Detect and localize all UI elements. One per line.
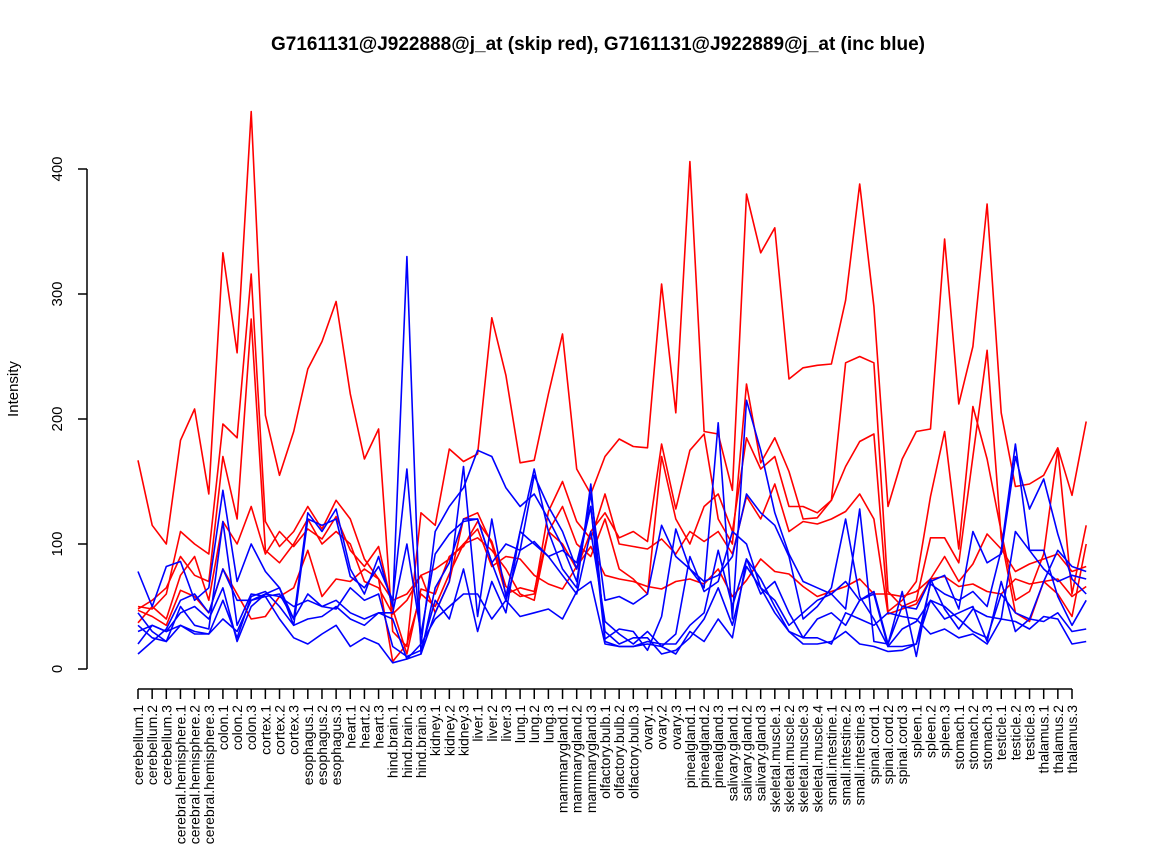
x-tick-label: kidney.1 bbox=[427, 705, 443, 756]
x-tick-label: liver.3 bbox=[498, 705, 514, 742]
x-tick-label: esophagus.1 bbox=[300, 705, 316, 785]
x-tick-label: skeletal.muscle.2 bbox=[781, 705, 797, 813]
x-tick-label: lung.3 bbox=[540, 705, 556, 743]
x-tick-label: thalamus.1 bbox=[1036, 705, 1052, 774]
x-tick-label: testicle.2 bbox=[1007, 705, 1023, 760]
x-tick-label: esophagus.2 bbox=[314, 705, 330, 785]
series-layer bbox=[137, 110, 1087, 664]
x-tick-label: colon.1 bbox=[215, 705, 231, 750]
x-tick-label: skeletal.muscle.4 bbox=[809, 705, 825, 813]
x-tick-label: ovary.1 bbox=[639, 705, 655, 750]
x-tick-label: hind.brain.3 bbox=[413, 705, 429, 778]
x-tick-label: spinal.cord.3 bbox=[894, 705, 910, 785]
x-tick-label: pinealgland.3 bbox=[710, 705, 726, 789]
inc-series-line-9 bbox=[137, 505, 1087, 658]
inc-series-line-8 bbox=[137, 474, 1087, 664]
skip-series-line-4 bbox=[137, 273, 1087, 663]
inc-series-line-10 bbox=[137, 518, 1087, 648]
x-tick-label: hind.brain.1 bbox=[385, 705, 401, 778]
x-tick-label: mammarygland.1 bbox=[555, 705, 571, 813]
x-tick-label: small.intestine.3 bbox=[852, 705, 868, 806]
skip-series-line-5 bbox=[137, 318, 1087, 623]
x-tick-label: thalamus.2 bbox=[1050, 705, 1066, 774]
x-tick-label: lung.1 bbox=[512, 705, 528, 743]
x-tick-label: cerebellum.1 bbox=[130, 705, 146, 785]
x-tick-label: hind.brain.2 bbox=[399, 705, 415, 778]
x-tick-label: olfactory.bulb.1 bbox=[597, 705, 613, 799]
x-tick-label: salivary.gland.2 bbox=[739, 705, 755, 801]
x-tick-label: stomach.1 bbox=[951, 705, 967, 770]
x-tick-label: spleen.3 bbox=[937, 705, 953, 758]
x-tick-label: stomach.2 bbox=[965, 705, 981, 770]
x-tick-label: kidney.2 bbox=[441, 705, 457, 756]
x-tick-label: pinealgland.2 bbox=[696, 705, 712, 789]
y-tick-label: 300 bbox=[49, 281, 66, 306]
y-tick-label: 100 bbox=[49, 531, 66, 556]
x-axis: cerebellum.1cerebellum.2cerebellum.3cere… bbox=[130, 688, 1080, 845]
x-tick-label: spleen.2 bbox=[922, 705, 938, 758]
x-tick-label: cerebral.hemisphere.1 bbox=[172, 705, 188, 845]
skip-series-line-1 bbox=[137, 110, 1087, 648]
x-tick-label: cortex.1 bbox=[257, 705, 273, 755]
inc-series-line-7 bbox=[137, 443, 1087, 648]
x-tick-label: cerebral.hemisphere.2 bbox=[187, 705, 203, 845]
x-tick-label: ovary.2 bbox=[654, 705, 670, 750]
x-tick-label: heart.2 bbox=[356, 705, 372, 749]
chart-title: G7161131@J922888@j_at (skip red), G71611… bbox=[271, 34, 925, 55]
x-tick-label: lung.2 bbox=[526, 705, 542, 743]
x-tick-label: salivary.gland.1 bbox=[724, 705, 740, 801]
x-tick-label: testicle.3 bbox=[1022, 705, 1038, 760]
x-tick-label: olfactory.bulb.2 bbox=[611, 705, 627, 799]
inc-series-line-11 bbox=[137, 549, 1087, 660]
x-tick-label: testicle.1 bbox=[993, 705, 1009, 760]
x-tick-label: small.intestine.2 bbox=[838, 705, 854, 806]
x-tick-label: salivary.gland.3 bbox=[753, 705, 769, 801]
x-tick-label: spinal.cord.2 bbox=[880, 705, 896, 785]
y-tick-label: 400 bbox=[49, 156, 66, 181]
x-tick-label: colon.3 bbox=[243, 705, 259, 750]
x-tick-label: esophagus.3 bbox=[328, 705, 344, 785]
x-tick-label: cerebral.hemisphere.3 bbox=[201, 705, 217, 845]
x-tick-label: spleen.1 bbox=[908, 705, 924, 758]
x-tick-label: mammarygland.2 bbox=[569, 705, 585, 813]
x-tick-label: colon.2 bbox=[229, 705, 245, 750]
x-tick-label: skeletal.muscle.3 bbox=[795, 705, 811, 813]
x-tick-label: liver.2 bbox=[484, 705, 500, 742]
x-tick-label: small.intestine.1 bbox=[823, 705, 839, 806]
x-tick-label: pinealgland.1 bbox=[682, 705, 698, 789]
x-tick-label: olfactory.bulb.3 bbox=[625, 705, 641, 799]
y-tick-label: 0 bbox=[49, 665, 66, 673]
skip-series-line-2 bbox=[137, 528, 1087, 627]
x-tick-label: liver.1 bbox=[470, 705, 486, 742]
y-axis-label: Intensity bbox=[5, 361, 22, 417]
x-tick-label: ovary.3 bbox=[668, 705, 684, 750]
x-tick-label: heart.3 bbox=[371, 705, 387, 749]
x-tick-label: mammarygland.3 bbox=[583, 705, 599, 813]
y-tick-label: 200 bbox=[49, 406, 66, 431]
x-tick-label: cortex.2 bbox=[272, 705, 288, 755]
x-tick-label: cortex.3 bbox=[286, 705, 302, 755]
x-tick-label: kidney.3 bbox=[455, 705, 471, 756]
x-tick-label: stomach.3 bbox=[979, 705, 995, 770]
x-tick-label: heart.1 bbox=[342, 705, 358, 749]
x-tick-label: cerebellum.3 bbox=[158, 705, 174, 785]
x-tick-label: spinal.cord.1 bbox=[866, 705, 882, 785]
x-tick-label: cerebellum.2 bbox=[144, 705, 160, 785]
x-tick-label: skeletal.muscle.1 bbox=[767, 705, 783, 813]
x-tick-label: thalamus.3 bbox=[1064, 705, 1080, 774]
y-axis: 0 100 200 300 400 bbox=[49, 156, 88, 673]
